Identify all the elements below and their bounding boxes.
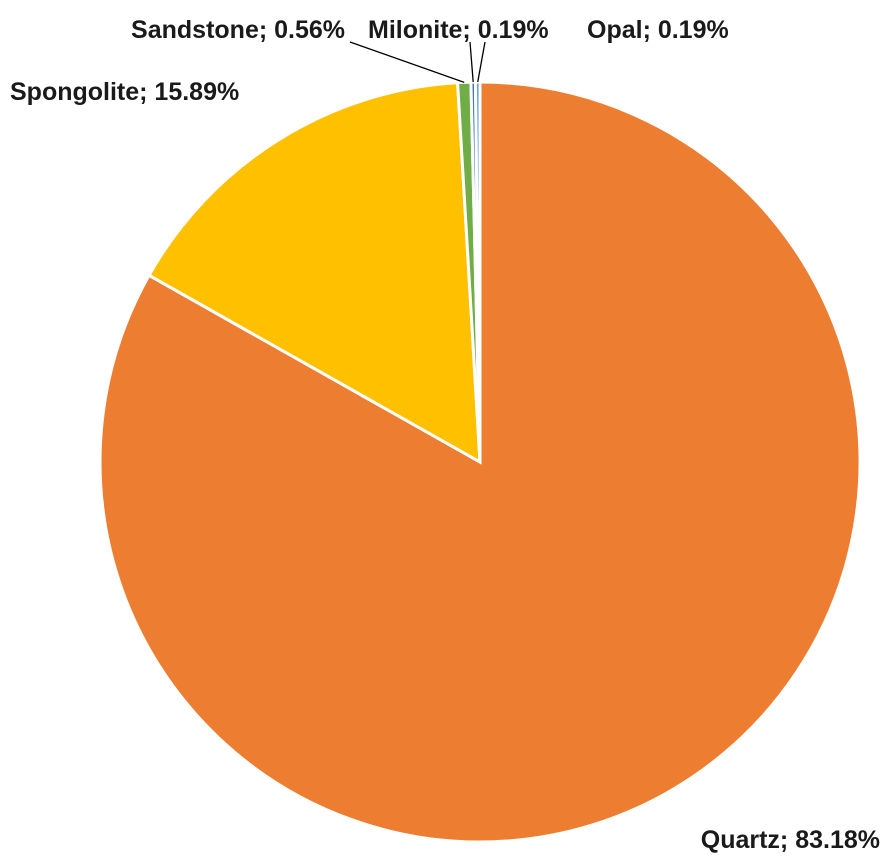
pie-slices: [98, 80, 862, 844]
pie-slice-spongolite: [146, 81, 482, 465]
data-label-milonite: Milonite; 0.19%: [368, 16, 549, 44]
data-labels: Quartz; 83.18% Spongolite; 15.89% Sandst…: [10, 16, 880, 854]
data-label-quartz: Quartz; 83.18%: [701, 826, 880, 854]
leader-lines: [349, 41, 486, 83]
data-label-spongolite: Spongolite; 15.89%: [10, 78, 239, 106]
pie-slice-opal: [473, 80, 482, 463]
leader-line-sandstone: [349, 41, 465, 83]
leader-line-milonite: [469, 41, 474, 83]
leader-line-opal: [477, 41, 486, 83]
data-label-opal: Opal; 0.19%: [587, 16, 729, 44]
data-label-sandstone: Sandstone; 0.56%: [131, 16, 345, 44]
